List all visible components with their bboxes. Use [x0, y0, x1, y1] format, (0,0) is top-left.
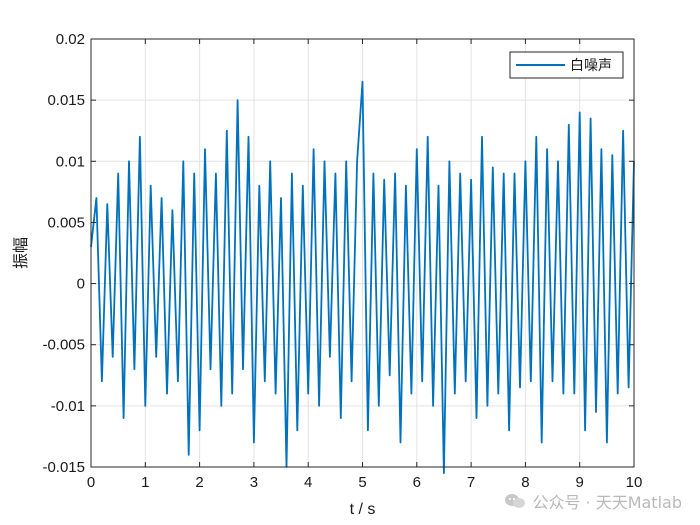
- x-axis-ticks: 0 1 2 3 4 5 6 7 8 9 10: [87, 39, 643, 491]
- y-tick-label: 0.015: [47, 92, 85, 109]
- x-tick-label: 4: [304, 474, 312, 491]
- y-tick-label: 0.005: [47, 214, 85, 231]
- y-axis-label: 振幅: [12, 237, 30, 269]
- x-tick-label: 6: [413, 474, 421, 491]
- x-tick-label: 9: [576, 474, 584, 491]
- x-tick-label: 5: [358, 474, 366, 491]
- x-tick-label: 10: [626, 474, 643, 491]
- y-tick-label: 0: [77, 276, 85, 293]
- x-tick-label: 1: [141, 474, 149, 491]
- series-layer: [90, 80, 635, 475]
- y-axis-ticks: -0.015 -0.01 -0.005 0 0.005 0.01 0.015 0.02: [42, 31, 634, 476]
- y-tick-label: 0.02: [56, 31, 85, 48]
- watermark-text: 公众号 · 天天Matlab: [532, 493, 682, 512]
- series-line-white-noise: [90, 80, 635, 475]
- x-tick-label: 8: [521, 474, 529, 491]
- legend: 白噪声: [509, 51, 624, 79]
- y-tick-label: 0.01: [56, 153, 85, 170]
- y-tick-label: -0.005: [42, 337, 85, 354]
- x-tick-label: 3: [250, 474, 258, 491]
- wechat-icon: [505, 494, 526, 508]
- x-tick-label: 0: [87, 474, 95, 491]
- x-tick-label: 7: [467, 474, 475, 491]
- y-tick-label: -0.01: [51, 398, 85, 415]
- legend-label: 白噪声: [570, 58, 612, 74]
- watermark: 公众号 · 天天Matlab: [504, 489, 682, 513]
- y-tick-label: -0.015: [42, 459, 85, 476]
- x-tick-label: 2: [195, 474, 203, 491]
- x-axis-label: t / s: [350, 501, 376, 518]
